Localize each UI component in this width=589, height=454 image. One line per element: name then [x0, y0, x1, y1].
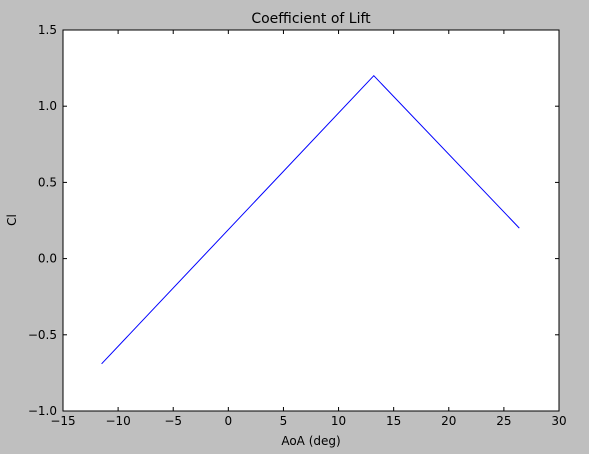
x-tick-label: 30 [551, 414, 566, 428]
x-tick-label: −10 [105, 414, 130, 428]
y-tick-label: −0.5 [28, 328, 57, 342]
x-tick-label: 15 [386, 414, 401, 428]
x-tick-label: 25 [496, 414, 511, 428]
x-tick-label: 0 [225, 414, 233, 428]
ticks: −15 −10 −5 0 5 10 15 20 25 30 −1.0 −0.5 0.0 0.5 1.0 1.5 [28, 23, 567, 428]
x-tick-label: 5 [280, 414, 288, 428]
x-tick-label: −15 [50, 414, 75, 428]
y-tick-label: 0.0 [38, 252, 57, 266]
x-axis-label: AoA (deg) [281, 434, 340, 448]
x-tick-label: −5 [164, 414, 182, 428]
y-tick-label: 0.5 [38, 175, 57, 189]
y-tick-label: 1.5 [38, 23, 57, 37]
chart-title: Coefficient of Lift [251, 11, 371, 27]
y-tick-label: −1.0 [28, 404, 57, 418]
y-tick-label: 1.0 [38, 99, 57, 113]
y-axis-label: Cl [5, 214, 19, 226]
series-group [101, 74, 520, 365]
plot-area [62, 29, 560, 412]
series-line-0 [101, 74, 520, 365]
x-tick-label: 20 [441, 414, 456, 428]
x-tick-label: 10 [331, 414, 346, 428]
